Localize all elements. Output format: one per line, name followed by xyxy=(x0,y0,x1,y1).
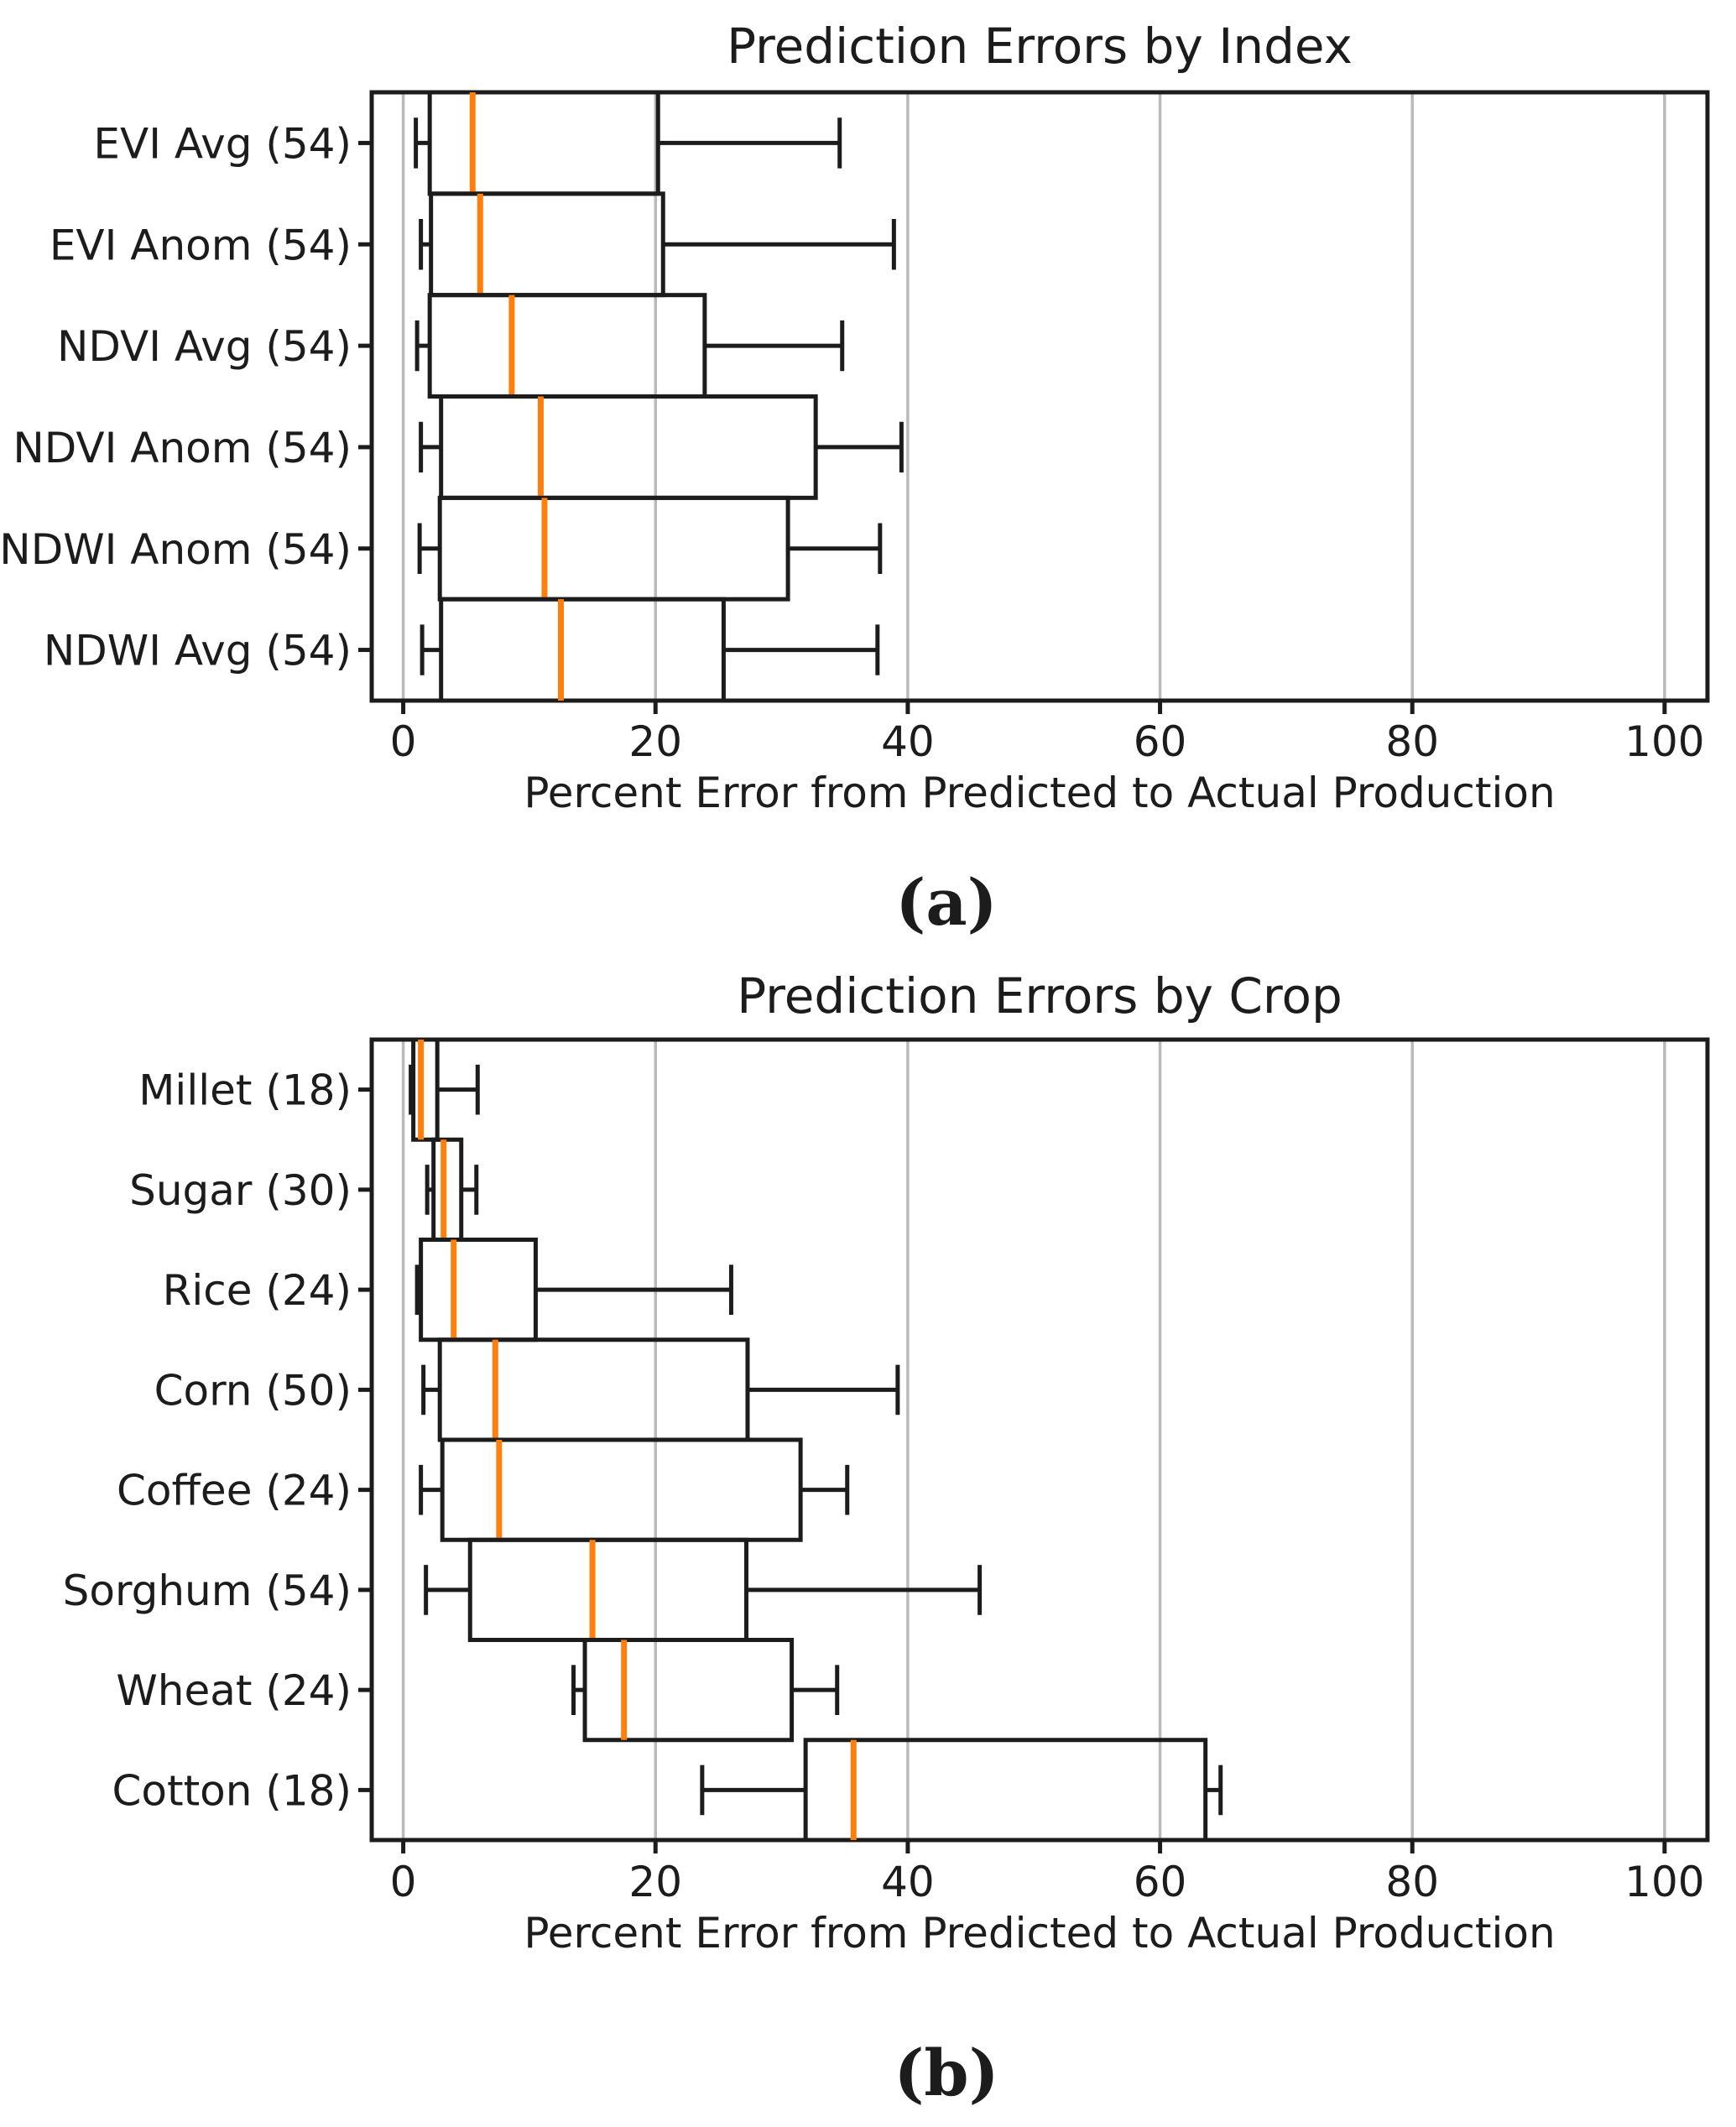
chart-0-xtick-label-80: 80 xyxy=(1385,717,1439,766)
chart-1-xtick-label-100: 100 xyxy=(1624,1858,1704,1906)
chart-0-xaxis-label: Percent Error from Predicted to Actual P… xyxy=(524,769,1555,817)
chart-1-xtick-label-40: 40 xyxy=(881,1858,935,1906)
chart-1-ytick-label-5: Sorghum (54) xyxy=(63,1567,352,1615)
chart-0-xtick-label-100: 100 xyxy=(1624,717,1704,766)
chart-1-ytick-label-2: Rice (24) xyxy=(163,1266,352,1315)
figure-caption-a: (a) xyxy=(895,865,997,940)
chart-0-xtick-label-0: 0 xyxy=(390,717,417,766)
chart-0-xtick-label-60: 60 xyxy=(1134,717,1187,766)
chart-1-box-0 xyxy=(411,1037,440,1142)
chart-0: 0 20 40 60 80 100 EVI Avg (54) EVI Anom (54) NDV… xyxy=(0,18,1710,940)
chart-0-title: Prediction Errors by Index xyxy=(727,18,1353,75)
chart-1-ytick-label-4: Coffee (24) xyxy=(117,1467,352,1515)
chart-1-row-7 xyxy=(700,1738,1223,1843)
chart-0-row-5 xyxy=(420,597,880,703)
chart-0-plot-frame xyxy=(369,90,1710,703)
chart-0-ytick-label-4: NDWI Anom (54) xyxy=(0,525,352,574)
chart-0-box-5 xyxy=(439,597,726,703)
chart-0-xtick-label-20: 20 xyxy=(628,717,682,766)
chart-0-ytick-label-0: EVI Avg (54) xyxy=(93,119,352,168)
chart-1-box-6 xyxy=(582,1638,795,1743)
chart-1-row-0 xyxy=(409,1037,480,1142)
chart-1: 0 20 40 60 80 100 Millet (18) Sugar (30) Rice (2… xyxy=(63,967,1710,2110)
chart-0-xtick-label-40: 40 xyxy=(881,717,935,766)
chart-1-ytick-label-1: Sugar (30) xyxy=(129,1166,352,1215)
chart-1-ytick-label-7: Cotton (18) xyxy=(112,1766,352,1815)
chart-0-ytick-label-1: EVI Anom (54) xyxy=(50,221,352,269)
chart-0-ytick-label-2: NDVI Avg (54) xyxy=(57,322,352,371)
chart-1-row-3 xyxy=(421,1337,900,1442)
chart-1-ytick-label-6: Wheat (24) xyxy=(116,1666,352,1715)
chart-1-row-6 xyxy=(571,1638,840,1743)
chart-1-ytick-label-3: Corn (50) xyxy=(154,1366,352,1415)
chart-0-ytick-label-5: NDWI Avg (54) xyxy=(44,627,352,675)
chart-1-xtick-label-20: 20 xyxy=(628,1858,682,1906)
chart-1-xtick-label-60: 60 xyxy=(1134,1858,1187,1906)
chart-0-ytick-label-3: NDVI Anom (54) xyxy=(13,424,352,472)
figure-caption-b: (b) xyxy=(894,2036,998,2110)
chart-1-xtick-label-0: 0 xyxy=(390,1858,417,1906)
chart-1-xtick-label-80: 80 xyxy=(1385,1858,1439,1906)
chart-1-title: Prediction Errors by Crop xyxy=(737,967,1342,1024)
chart-1-xaxis-label: Percent Error from Predicted to Actual P… xyxy=(524,1909,1555,1958)
chart-1-box-7 xyxy=(803,1738,1208,1843)
chart-1-ytick-label-0: Millet (18) xyxy=(138,1066,352,1115)
